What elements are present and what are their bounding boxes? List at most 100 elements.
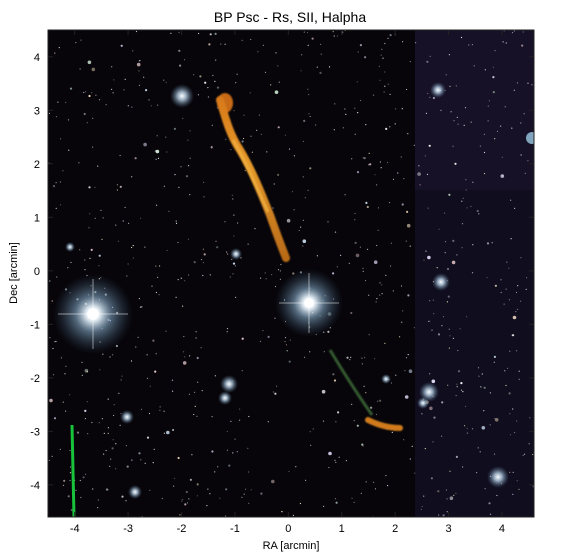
field-star xyxy=(295,466,297,468)
field-star xyxy=(419,184,421,186)
field-star xyxy=(241,39,243,42)
field-star xyxy=(155,353,157,355)
field-star xyxy=(354,241,357,244)
field-star xyxy=(459,328,461,330)
field-star xyxy=(225,488,228,491)
field-star xyxy=(489,392,491,394)
field-star xyxy=(95,94,97,96)
field-star xyxy=(125,500,127,502)
field-star xyxy=(127,263,129,265)
field-star xyxy=(277,126,280,129)
field-star xyxy=(111,88,113,90)
field-star xyxy=(105,104,107,106)
field-star xyxy=(344,194,346,196)
field-star xyxy=(374,488,377,490)
field-star xyxy=(304,197,306,199)
field-star xyxy=(69,479,71,482)
field-star xyxy=(522,31,524,33)
field-star xyxy=(291,191,294,193)
field-star xyxy=(444,252,446,254)
field-star xyxy=(209,493,211,495)
field-star xyxy=(217,466,219,468)
field-star xyxy=(248,502,250,504)
field-star xyxy=(504,370,506,372)
field-star xyxy=(105,488,108,491)
field-star xyxy=(385,475,387,477)
y-tick-label: 2 xyxy=(34,159,40,171)
field-star xyxy=(411,445,413,447)
field-star xyxy=(395,374,397,376)
field-star xyxy=(455,455,458,458)
field-star xyxy=(63,479,66,482)
field-star xyxy=(373,481,375,483)
field-star xyxy=(522,454,524,456)
field-star xyxy=(487,120,489,122)
field-star xyxy=(260,277,262,279)
field-star xyxy=(387,83,389,85)
jet-bow xyxy=(365,417,403,431)
field-star xyxy=(397,172,399,174)
field-star xyxy=(230,420,232,422)
field-star xyxy=(476,472,478,474)
field-star xyxy=(211,145,213,148)
field-star xyxy=(506,261,508,263)
field-star xyxy=(154,149,157,153)
field-star xyxy=(113,414,115,417)
field-star xyxy=(302,219,304,221)
field-star xyxy=(170,32,172,35)
field-star xyxy=(503,30,505,32)
field-star xyxy=(83,91,85,94)
field-star xyxy=(88,227,90,229)
field-star xyxy=(477,367,480,369)
field-star xyxy=(254,228,256,230)
field-star xyxy=(251,151,253,153)
field-star xyxy=(354,107,356,109)
field-star xyxy=(103,453,105,455)
field-star xyxy=(120,379,122,381)
field-star xyxy=(230,149,232,151)
field-star xyxy=(513,317,515,319)
field-star xyxy=(107,427,109,429)
field-star xyxy=(447,295,450,298)
field-star xyxy=(491,242,493,244)
field-star xyxy=(307,189,309,191)
field-star xyxy=(163,432,165,434)
field-star xyxy=(526,277,528,279)
field-star xyxy=(54,341,56,343)
field-star xyxy=(166,151,168,153)
field-star xyxy=(174,174,176,176)
field-star xyxy=(159,265,161,267)
field-star xyxy=(196,356,199,360)
field-star xyxy=(492,76,495,79)
field-star xyxy=(514,431,516,434)
field-star xyxy=(279,270,281,272)
field-star xyxy=(127,105,129,107)
field-star xyxy=(432,299,434,301)
field-star xyxy=(445,489,447,491)
field-star xyxy=(368,152,370,154)
field-star xyxy=(79,68,81,70)
field-star xyxy=(148,99,150,101)
star-s-2 xyxy=(128,485,142,499)
y-axis: 4 3 2 1 0 -1 -2 -3 -4 xyxy=(30,52,534,492)
field-star xyxy=(226,251,228,253)
field-star xyxy=(65,101,67,104)
field-star xyxy=(465,189,467,191)
field-star xyxy=(413,327,415,329)
field-star xyxy=(288,360,291,363)
plot-frame xyxy=(47,29,535,518)
field-star xyxy=(211,124,213,126)
field-star xyxy=(156,204,158,206)
field-star xyxy=(215,240,217,242)
field-star xyxy=(430,477,433,480)
field-star xyxy=(87,60,92,65)
field-star xyxy=(362,270,364,272)
field-star xyxy=(194,405,196,407)
field-star xyxy=(135,346,137,348)
field-star xyxy=(88,186,91,189)
field-star xyxy=(158,294,160,296)
field-star xyxy=(53,417,57,420)
star-east xyxy=(432,273,450,291)
field-star xyxy=(62,484,65,486)
field-star xyxy=(235,82,237,84)
